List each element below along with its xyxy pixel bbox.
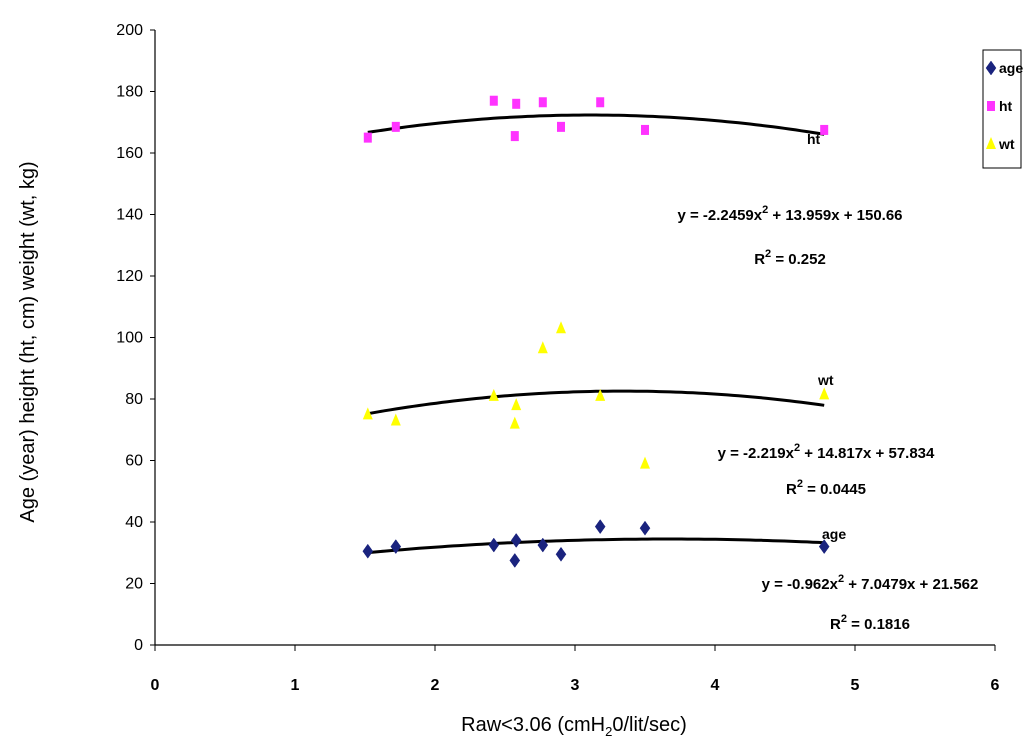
legend-marker-ht	[987, 101, 995, 111]
point-age	[510, 533, 522, 548]
y-tick-label: 20	[125, 576, 143, 593]
point-wt	[511, 398, 522, 411]
y-tick-label: 100	[116, 330, 143, 347]
x-tick-label: 5	[851, 677, 860, 694]
fit-lines	[367, 113, 825, 555]
x-tick-label: 1	[291, 677, 300, 694]
point-wt	[819, 387, 830, 400]
y-tick-label: 180	[116, 84, 143, 101]
point-ht	[512, 98, 521, 109]
y-axis-title: Age (year) height (ht, cm) weight (wt, k…	[17, 161, 39, 522]
r-squared-superscript: 2	[765, 248, 771, 260]
point-wt	[488, 388, 499, 401]
point-wt	[390, 413, 401, 426]
equation-superscript: 2	[794, 442, 800, 454]
point-ht	[391, 121, 400, 132]
y-tick-label: 160	[116, 145, 143, 162]
point-ht	[538, 97, 547, 108]
r-squared-tail: = 0.0445	[803, 481, 866, 498]
x-tick-label: 0	[151, 677, 160, 694]
equation-superscript: 2	[762, 204, 768, 216]
point-age	[818, 539, 830, 555]
r-squared-main: R	[754, 251, 765, 268]
r-squared-superscript: 2	[841, 613, 847, 625]
axes	[154, 30, 995, 646]
y-tick-label: 120	[116, 268, 143, 285]
point-age	[488, 537, 500, 553]
legend: age ht wt	[982, 49, 1023, 169]
point-ht	[510, 131, 519, 142]
series-label-ht: ht	[807, 131, 821, 147]
x-tick-label: 4	[711, 677, 720, 694]
fit-line-ht	[367, 113, 825, 136]
x-axis-title: Raw<3.06 (cmH20/lit/sec)	[461, 714, 687, 739]
ticks: 0 20 40 60 80 100 120 140 160 180 200 0 1 2 3 4 5 6	[116, 22, 999, 694]
r-squared-age: R2 = 0.1816	[830, 613, 910, 633]
point-ht	[641, 124, 649, 135]
r-squared-main: R	[830, 616, 841, 633]
point-age	[509, 553, 521, 568]
x-tick-label: 3	[571, 677, 580, 694]
y-tick-label: 200	[116, 22, 143, 39]
x-tick-label: 6	[991, 677, 1000, 694]
equation-main: y = -2.2459x	[677, 207, 762, 224]
point-wt	[595, 388, 606, 401]
point-age	[594, 519, 606, 535]
r-squared-ht: R2 = 0.252	[754, 248, 826, 268]
legend-marker-wt	[986, 137, 996, 149]
point-age	[555, 546, 567, 562]
y-tick-label: 40	[125, 514, 143, 531]
point-wt	[556, 321, 566, 334]
y-tick-label: 140	[116, 207, 143, 224]
x-axis-title-tail: 0/lit/sec)	[612, 714, 686, 736]
point-wt	[537, 341, 548, 354]
fit-line-wt	[367, 389, 825, 416]
y-tick-label: 80	[125, 391, 143, 408]
r-squared-superscript: 2	[797, 478, 803, 490]
point-age	[362, 543, 374, 559]
r-squared-tail: = 0.1816	[847, 616, 910, 633]
series-label-age: age	[822, 526, 846, 542]
x-axis-title-main: Raw<3.06 (cmH	[461, 714, 605, 736]
equation-ht: y = -2.2459x2 + 13.959x + 150.66	[677, 204, 902, 224]
x-axis-title-subscript: 2	[605, 724, 612, 739]
point-wt	[509, 416, 520, 429]
legend-marker-age	[985, 60, 997, 76]
legend-label-age: age	[999, 60, 1023, 76]
point-ht	[363, 132, 372, 143]
equation-main: y = -2.219x	[718, 445, 795, 462]
equation-tail: + 7.0479x + 21.562	[844, 576, 978, 593]
r-squared-tail: = 0.252	[771, 251, 826, 268]
legend-label-wt: wt	[998, 136, 1015, 152]
y-tick-label: 0	[134, 637, 143, 654]
equation-tail: + 14.817x + 57.834	[800, 445, 935, 462]
equation-wt: y = -2.219x2 + 14.817x + 57.834	[718, 442, 935, 462]
equation-superscript: 2	[838, 573, 844, 585]
x-tick-label: 2	[431, 677, 440, 694]
point-ht	[820, 124, 829, 135]
r-squared-wt: R2 = 0.0445	[786, 478, 866, 498]
fit-line-age	[367, 537, 825, 555]
point-ht	[596, 97, 605, 108]
data-points	[362, 95, 830, 568]
point-age	[537, 537, 549, 553]
equation-main: y = -0.962x	[762, 576, 839, 593]
point-wt	[362, 407, 373, 420]
y-tick-label: 60	[125, 453, 143, 470]
point-age	[639, 520, 651, 536]
equation-age: y = -0.962x2 + 7.0479x + 21.562	[762, 573, 979, 593]
equation-tail: + 13.959x + 150.66	[768, 207, 902, 224]
point-age	[390, 539, 402, 555]
point-ht	[557, 121, 565, 132]
legend-label-ht: ht	[999, 98, 1013, 114]
series-label-wt: wt	[817, 372, 834, 388]
point-wt	[640, 456, 650, 469]
point-ht	[489, 95, 498, 106]
r-squared-main: R	[786, 481, 797, 498]
